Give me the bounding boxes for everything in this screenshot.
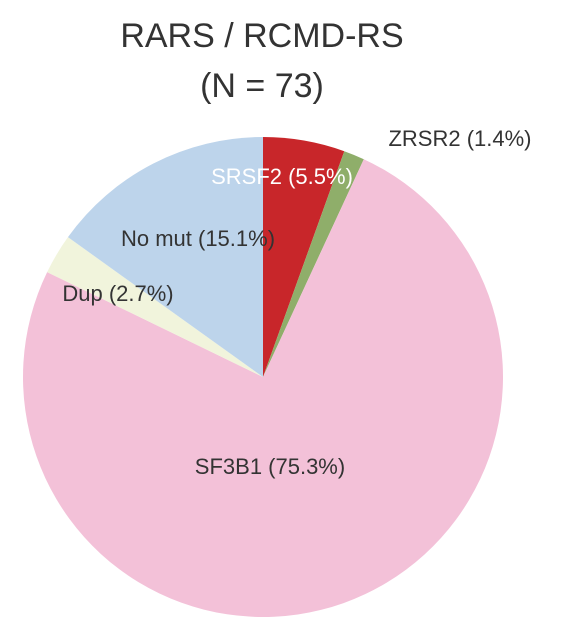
chart-title: RARS / RCMD-RS	[120, 17, 403, 55]
slice-label: ZRSR2 (1.4%)	[388, 126, 531, 151]
slice-label: No mut (15.1%)	[121, 226, 275, 251]
slice-label: Dup (2.7%)	[62, 281, 173, 306]
slice-label: SF3B1 (75.3%)	[195, 454, 345, 479]
pie-slice	[47, 237, 264, 377]
pie-slice	[23, 159, 504, 617]
chart-subtitle: (N = 73)	[200, 67, 324, 105]
slice-label: SRSF2 (5.5%)	[211, 164, 353, 189]
pie-slice	[263, 137, 345, 377]
pie-slice	[263, 151, 364, 377]
pie-slice	[67, 137, 263, 377]
